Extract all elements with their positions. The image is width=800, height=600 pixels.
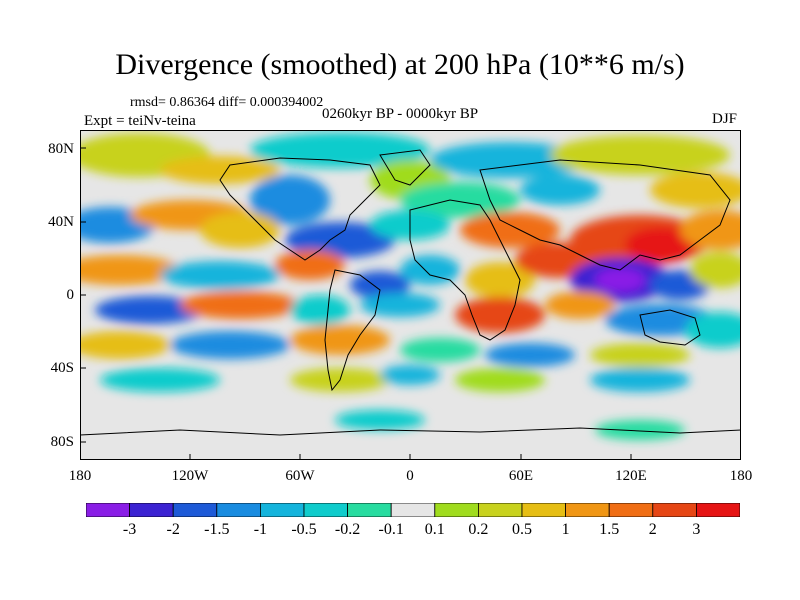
colorbar-label: -2 — [166, 521, 180, 538]
axis-ticks — [80, 147, 632, 460]
colorbar-label: 0.5 — [512, 521, 532, 538]
colorbar-swatch — [565, 503, 610, 517]
colorbar-swatch — [608, 503, 654, 517]
lon-label: 0 — [406, 468, 414, 484]
colorbar-swatch — [652, 503, 697, 517]
lat-label: 80S — [50, 434, 74, 450]
colorbar-swatch — [521, 503, 566, 517]
colorbar-label: -1.5 — [204, 521, 230, 538]
lon-label: 180 — [729, 468, 753, 484]
colorbar-label: -0.1 — [378, 521, 404, 538]
colorbar-swatch — [86, 503, 130, 517]
lat-label: 80N — [48, 141, 74, 157]
colorbar-label: 2 — [648, 521, 657, 538]
lon-label: 120E — [615, 468, 647, 484]
colorbar-label: 0.2 — [468, 521, 489, 538]
lon-label: 180 — [68, 468, 92, 484]
experiment-label: Expt = teiNv-teina — [84, 113, 196, 129]
lon-label: 120W — [171, 468, 209, 484]
colorbar-swatch — [172, 503, 218, 517]
colorbar-swatch — [216, 503, 261, 517]
colorbar-swatch — [129, 503, 174, 517]
lat-label: 40N — [48, 214, 74, 230]
colorbar-swatch — [434, 503, 479, 517]
colorbar-label: 1.5 — [599, 521, 620, 538]
colorbar-swatch — [390, 503, 436, 517]
colorbar — [86, 503, 740, 517]
colorbar-label: -1 — [253, 521, 268, 538]
coastlines — [80, 149, 741, 436]
colorbar-label: -3 — [122, 521, 137, 538]
colorbar-swatch — [696, 503, 740, 517]
colorbar-label: 1 — [561, 521, 570, 538]
lon-label: 60W — [285, 468, 315, 484]
lon-label: 60E — [508, 468, 534, 484]
period-label: 0260kyr BP - 0000kyr BP — [322, 106, 479, 122]
colorbar-label: 0.1 — [424, 521, 445, 538]
chart-title: Divergence (smoothed) at 200 hPa (10**6 … — [115, 48, 685, 81]
colorbar-swatch — [303, 503, 348, 517]
lat-label: 0 — [66, 287, 75, 303]
season-label: DJF — [712, 111, 738, 127]
colorbar-swatch — [347, 503, 392, 517]
colorbar-swatch — [477, 503, 523, 517]
colorbar-swatch — [259, 503, 305, 517]
divergence-field — [80, 132, 741, 440]
stats-line: rmsd= 0.86364 diff= 0.000394002 — [130, 95, 324, 110]
colorbar-label: -0.2 — [334, 521, 361, 538]
colorbar-label: 3 — [692, 521, 701, 538]
colorbar-label: -0.5 — [291, 521, 317, 538]
divergence-map — [80, 130, 741, 460]
lat-label: 40S — [50, 360, 74, 376]
